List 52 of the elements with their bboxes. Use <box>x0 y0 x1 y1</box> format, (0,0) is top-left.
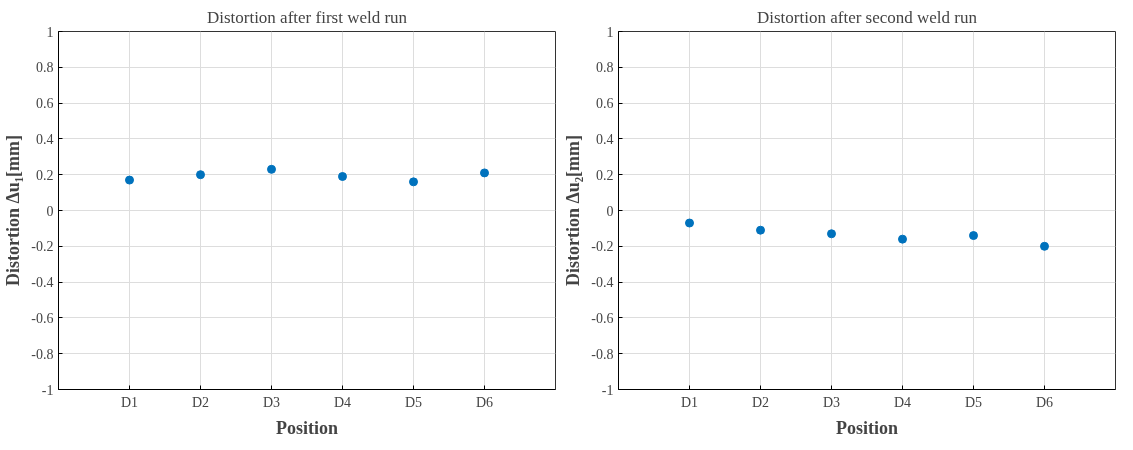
x-tick-label: D4 <box>893 394 912 410</box>
y-tick-label: -0.8 <box>31 346 54 362</box>
y-tick-label: -0.6 <box>591 310 614 326</box>
x-tick-label: D1 <box>680 394 699 410</box>
point <box>409 177 418 187</box>
point <box>196 170 205 180</box>
x-axis-title: Position <box>836 417 899 438</box>
x-tick-label: D5 <box>964 394 983 410</box>
point <box>898 234 907 244</box>
point <box>685 218 694 228</box>
x-tick-label: D3 <box>262 394 281 410</box>
y-tick-label: -0.2 <box>31 239 54 255</box>
y-tick-label: 0.8 <box>596 60 614 76</box>
point <box>125 175 134 185</box>
point <box>969 231 978 241</box>
y-tick-label: -0.8 <box>591 346 614 362</box>
x-tick-label: D1 <box>120 394 139 410</box>
x-tick-label: D3 <box>822 394 841 410</box>
y-tick-label: 0.4 <box>36 131 54 147</box>
y-tick-label: -0.4 <box>591 275 614 291</box>
y-tick-label: 0.6 <box>36 96 54 112</box>
point <box>756 225 765 235</box>
y-axis-title: Distortion Δu₁[mm] <box>3 134 24 287</box>
y-tick-label: -0.2 <box>591 239 614 255</box>
point <box>1040 241 1049 251</box>
y-axis-title: Distortion Δu₂[mm] <box>563 134 584 287</box>
y-tick-label: -0.6 <box>31 310 54 326</box>
y-tick-label: -1 <box>601 382 614 398</box>
y-tick-label: 1 <box>606 24 614 40</box>
point <box>338 172 347 181</box>
point <box>827 229 836 239</box>
x-tick-label: D2 <box>751 394 770 410</box>
chart-title: Distortion after second weld run <box>757 7 978 27</box>
point <box>480 168 489 178</box>
x-tick-label: D6 <box>1035 394 1054 410</box>
x-tick-label: D6 <box>475 394 494 410</box>
y-tick-label: 0 <box>46 203 54 219</box>
y-tick-label: 0.2 <box>36 167 54 183</box>
x-tick-label: D2 <box>191 394 210 410</box>
chart-title: Distortion after first weld run <box>206 7 408 27</box>
x-tick-label: D4 <box>333 394 352 410</box>
y-tick-label: 0 <box>606 203 614 219</box>
y-tick-label: 0.6 <box>596 96 614 112</box>
y-tick-label: 0.2 <box>596 167 614 183</box>
x-tick-label: D5 <box>404 394 423 410</box>
y-tick-label: 1 <box>46 24 54 40</box>
y-tick-label: 0.8 <box>36 60 54 76</box>
x-axis-title: Position <box>276 417 339 438</box>
y-tick-label: 0.4 <box>596 131 614 147</box>
y-tick-label: -0.4 <box>31 275 54 291</box>
y-tick-label: -1 <box>41 382 54 398</box>
point <box>267 164 276 174</box>
